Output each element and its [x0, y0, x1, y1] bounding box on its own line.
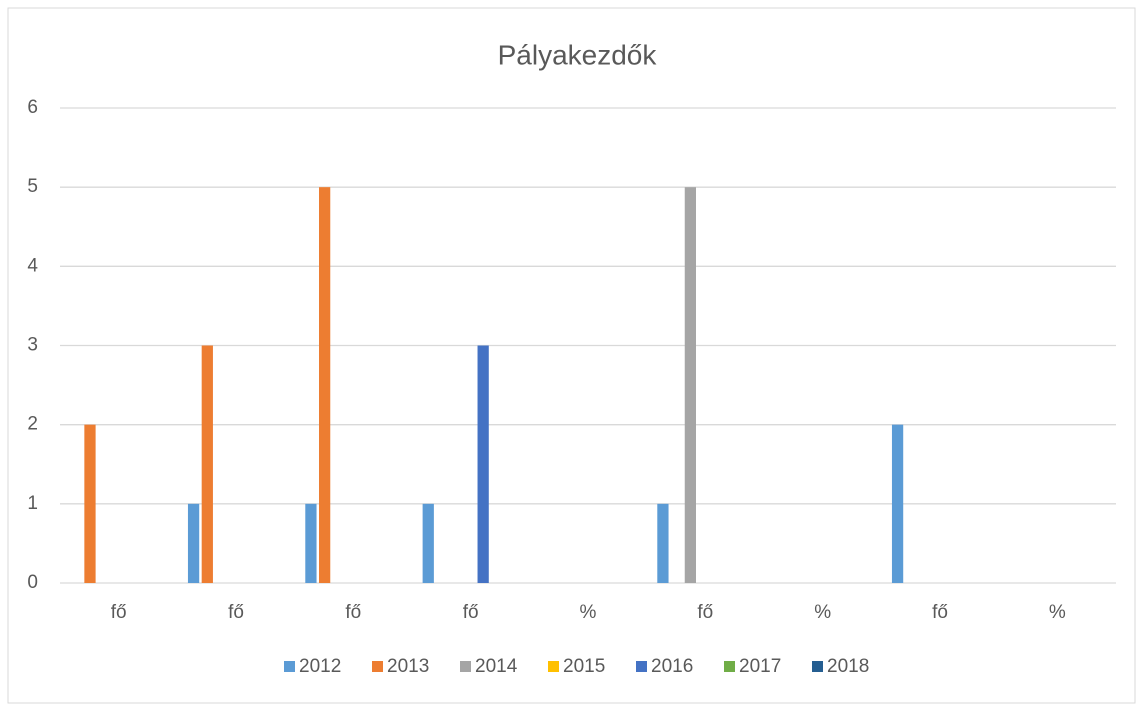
- x-tick-label: fő: [345, 602, 361, 623]
- y-tick-label: 2: [27, 414, 38, 435]
- x-tick-label: fő: [228, 602, 244, 623]
- bar: [319, 187, 331, 583]
- x-tick-label: %: [1049, 602, 1066, 623]
- legend-swatch: [372, 661, 383, 672]
- legend-swatch: [284, 661, 295, 672]
- legend-label: 2012: [299, 656, 341, 677]
- x-tick-label: fő: [463, 602, 479, 623]
- legend-swatch: [812, 661, 823, 672]
- y-tick-label: 6: [27, 97, 38, 118]
- x-tick-label: %: [814, 602, 831, 623]
- bar: [305, 503, 317, 583]
- bar: [684, 187, 696, 583]
- bar: [187, 503, 200, 583]
- bar: [84, 424, 96, 583]
- legend-swatch: [460, 661, 471, 672]
- legend-label: 2017: [739, 656, 781, 677]
- bar: [201, 345, 213, 583]
- legend-label: 2013: [387, 656, 429, 677]
- y-tick-label: 0: [27, 572, 38, 593]
- legend-label: 2015: [563, 656, 605, 677]
- x-tick-label: %: [580, 602, 597, 623]
- chart-title: Pályakezdők: [498, 39, 658, 70]
- y-tick-label: 1: [27, 493, 38, 514]
- legend-swatch: [636, 661, 647, 672]
- legend-label: 2018: [827, 656, 869, 677]
- legend-swatch: [548, 661, 559, 672]
- y-tick-label: 4: [27, 255, 38, 276]
- bar: [657, 503, 669, 583]
- x-tick-label: fő: [932, 602, 948, 623]
- x-tick-label: fő: [697, 602, 713, 623]
- legend-label: 2014: [475, 656, 518, 677]
- bar: [422, 503, 434, 583]
- x-tick-label: fő: [111, 602, 127, 623]
- chart-border: [7, 7, 1136, 704]
- bar: [891, 424, 904, 583]
- legend-label: 2016: [651, 656, 693, 677]
- y-tick-label: 5: [27, 176, 38, 197]
- y-tick-label: 3: [27, 335, 38, 356]
- bar: [477, 345, 489, 583]
- legend-swatch: [724, 661, 735, 672]
